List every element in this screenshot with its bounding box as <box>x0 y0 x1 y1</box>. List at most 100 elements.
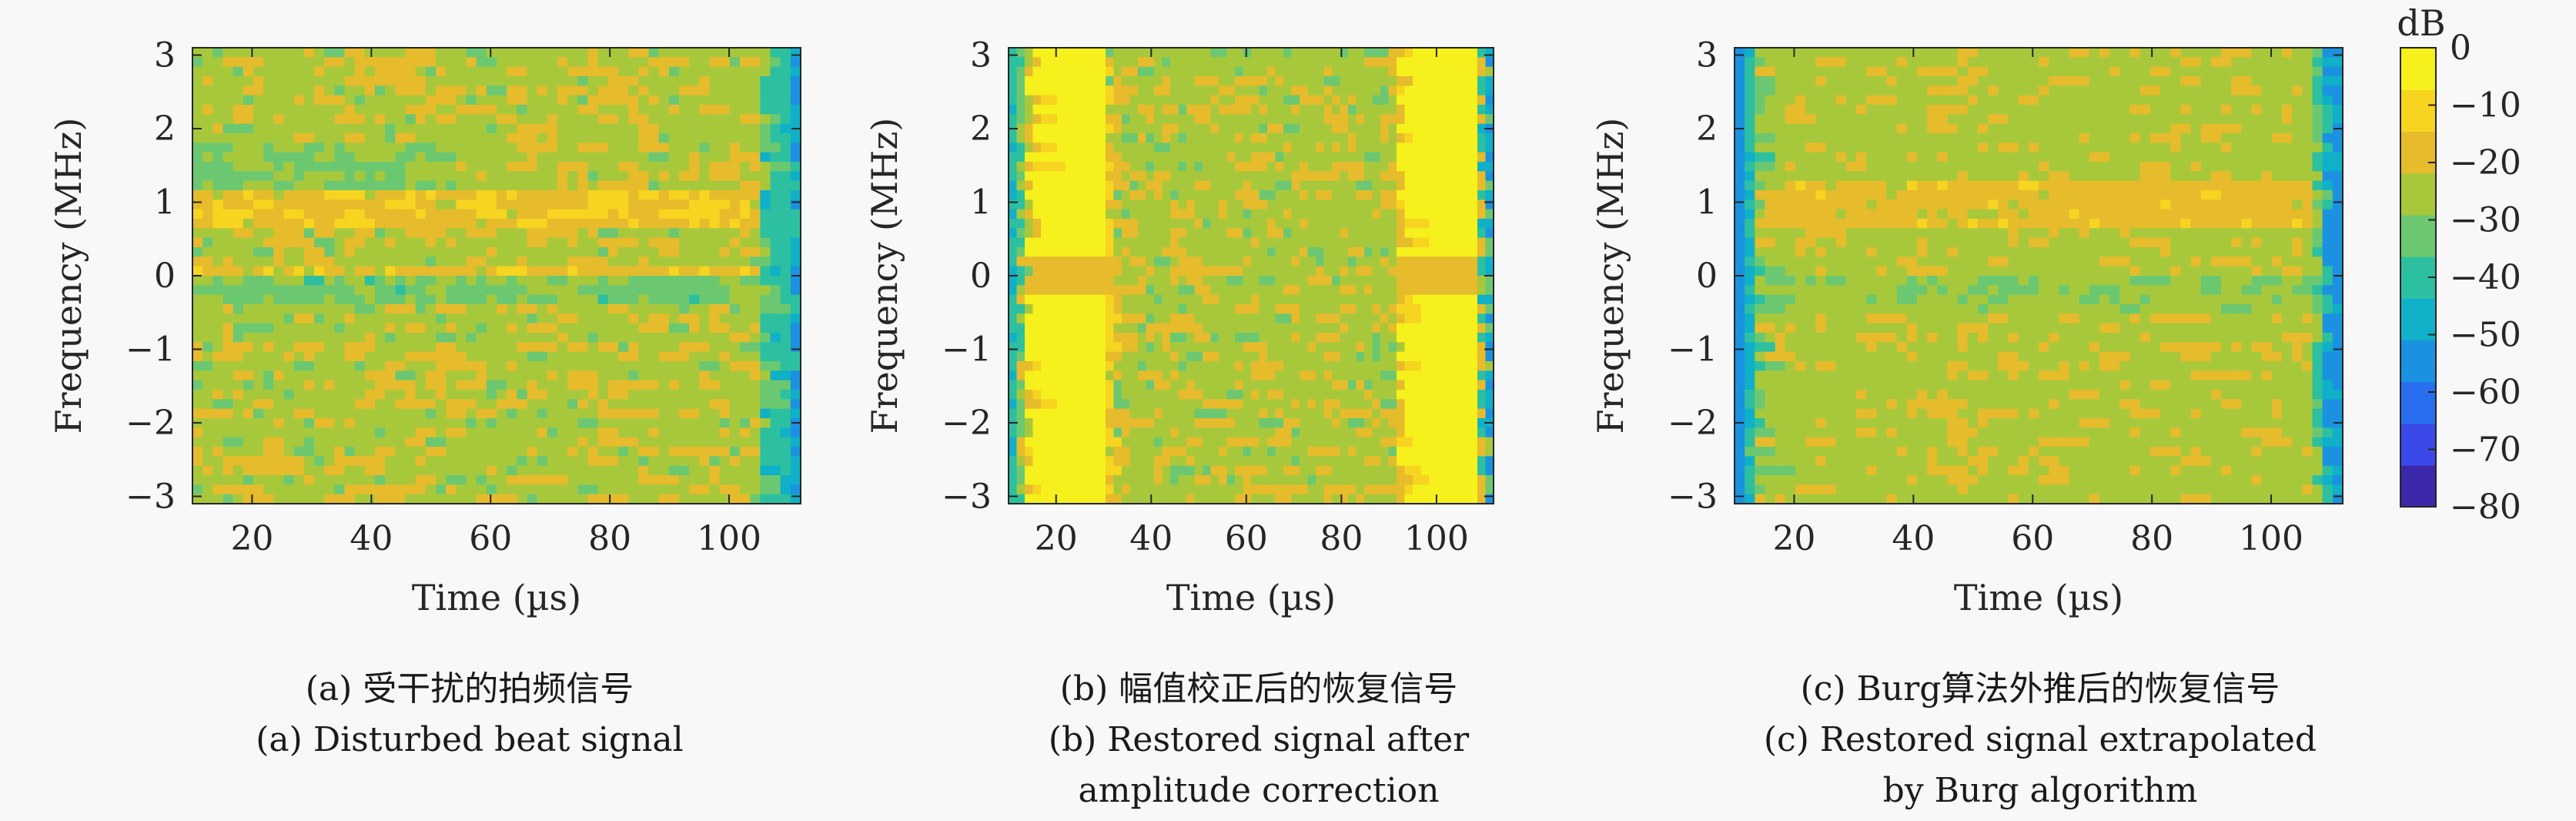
heatmap-cell <box>233 48 244 59</box>
heatmap-cell <box>243 256 254 267</box>
heatmap-cell <box>1226 247 1236 258</box>
heatmap-cell <box>354 228 366 239</box>
heatmap-cell <box>648 76 660 87</box>
heatmap-cell <box>344 162 356 173</box>
heatmap-cell <box>1445 171 1454 182</box>
heatmap-cell <box>1097 333 1106 343</box>
heatmap-cell <box>1226 304 1236 315</box>
heatmap-cell <box>405 380 417 390</box>
heatmap-cell <box>314 342 325 353</box>
heatmap-cell <box>1106 76 1115 87</box>
heatmap-cell <box>537 465 548 476</box>
heatmap-cell <box>1388 351 1397 362</box>
heatmap-cell <box>263 228 275 239</box>
heatmap-cell <box>1219 123 1228 134</box>
heatmap-cell <box>436 351 447 362</box>
heatmap-cell <box>233 256 244 267</box>
heatmap-cell <box>1057 237 1066 248</box>
heatmap-cell <box>415 247 427 258</box>
heatmap-cell <box>1097 142 1106 153</box>
heatmap-cell <box>1032 162 1042 173</box>
heatmap-cell <box>1461 228 1470 239</box>
heatmap-cell <box>780 85 791 96</box>
heatmap-cell <box>527 76 538 87</box>
heatmap-cell <box>699 361 711 372</box>
heatmap-cell <box>1081 95 1090 106</box>
heatmap-cell <box>1122 209 1131 219</box>
heatmap-cell <box>1404 76 1413 87</box>
heatmap-cell <box>1251 133 1260 144</box>
heatmap-cell <box>699 342 711 353</box>
heatmap-cell <box>679 333 690 343</box>
heatmap-cell <box>324 276 336 287</box>
heatmap-cell <box>1226 370 1236 381</box>
heatmap-cell <box>1445 152 1454 163</box>
heatmap-cell <box>1146 48 1155 59</box>
heatmap-cell <box>1194 342 1203 353</box>
heatmap-cell <box>1243 57 1252 68</box>
heatmap-cell <box>1203 48 1212 59</box>
heatmap-cell <box>537 199 548 210</box>
heatmap-cell <box>587 209 599 219</box>
heatmap-cell <box>1372 152 1381 163</box>
heatmap-cell <box>507 418 518 429</box>
heatmap-cell <box>1316 190 1325 201</box>
heatmap-cell <box>253 57 264 68</box>
heatmap-cell <box>537 219 548 230</box>
heatmap-cell <box>1009 190 1018 201</box>
heatmap-cell <box>1032 219 1042 230</box>
heatmap-cell <box>253 427 264 438</box>
heatmap-cell <box>1194 162 1203 173</box>
heatmap-cell <box>293 57 305 68</box>
heatmap-cell <box>1129 105 1139 116</box>
heatmap-cell <box>1267 85 1276 96</box>
heatmap-cell <box>1089 304 1099 315</box>
heatmap-cell <box>364 361 376 372</box>
heatmap-cell <box>668 95 680 106</box>
heatmap-cell <box>212 152 224 163</box>
heatmap-cell <box>1372 105 1381 116</box>
heatmap-cell <box>1162 199 1171 210</box>
heatmap-cell <box>537 437 548 447</box>
heatmap-cell <box>1081 370 1090 381</box>
heatmap-cell <box>770 313 781 324</box>
heatmap-cell <box>364 418 376 429</box>
heatmap-cell <box>709 380 721 390</box>
heatmap-cell <box>466 380 477 390</box>
heatmap-cell <box>1445 105 1454 116</box>
heatmap-cell <box>354 342 366 353</box>
heatmap-cell <box>243 399 254 410</box>
heatmap-cell <box>375 114 386 125</box>
heatmap-cell <box>699 285 711 296</box>
heatmap-cell <box>1219 247 1228 258</box>
heatmap-cell <box>354 171 366 182</box>
heatmap-cell <box>1323 152 1333 163</box>
heatmap-cell <box>192 152 203 163</box>
heatmap-cell <box>303 390 315 400</box>
heatmap-cell <box>557 456 568 467</box>
heatmap-cell <box>537 313 548 324</box>
heatmap-cell <box>1259 152 1268 163</box>
heatmap-cell <box>425 209 437 219</box>
heatmap-cell <box>1372 209 1381 219</box>
heatmap-cell <box>750 66 761 77</box>
heatmap-cell <box>1162 304 1171 315</box>
heatmap-cell <box>1041 57 1050 68</box>
heatmap-cell <box>1025 114 1034 125</box>
heatmap-cell <box>486 209 497 219</box>
heatmap-cell <box>1259 276 1268 287</box>
heatmap-cell <box>1113 304 1122 315</box>
heatmap-cell <box>689 456 701 467</box>
heatmap-cell <box>679 247 690 258</box>
heatmap-cell <box>557 342 568 353</box>
heatmap-cell <box>1146 237 1155 248</box>
heatmap-cell <box>638 304 650 315</box>
heatmap-cell <box>638 66 650 77</box>
heatmap-cell <box>1073 105 1082 116</box>
heatmap-cell <box>1122 285 1131 296</box>
heatmap-cell <box>1219 152 1228 163</box>
heatmap-cell <box>476 123 487 134</box>
heatmap-cell <box>395 256 406 267</box>
heatmap-cell <box>689 266 701 276</box>
